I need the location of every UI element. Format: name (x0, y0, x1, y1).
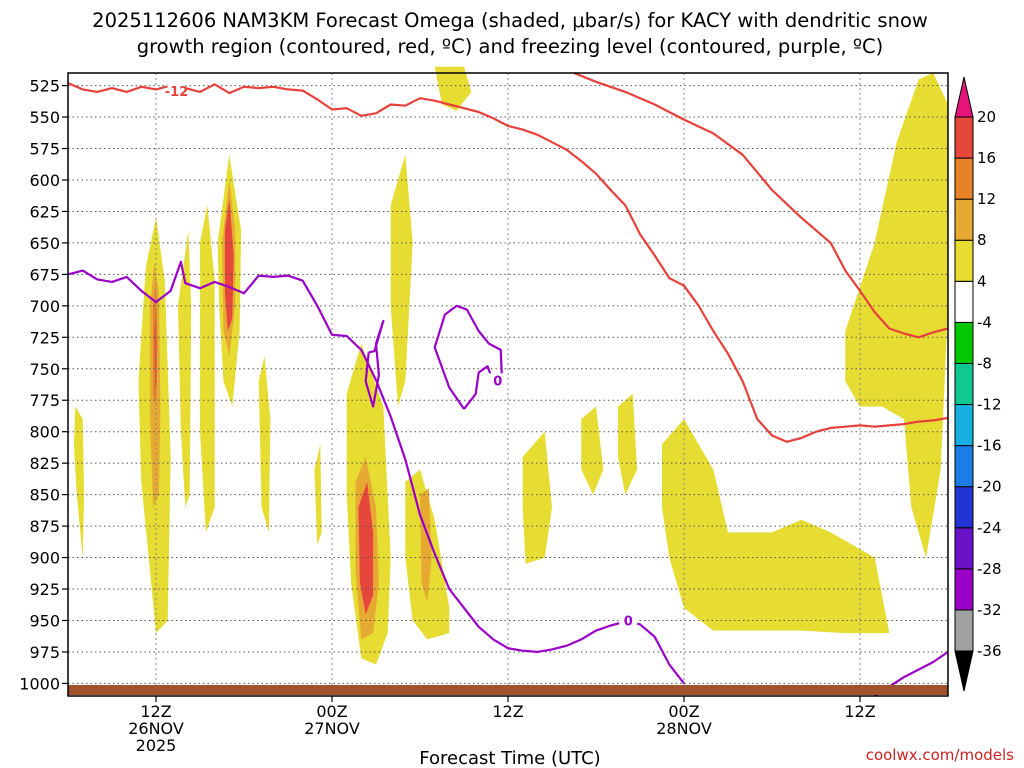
y-tick-label-650: 650 (29, 234, 60, 253)
y-tick-label-550: 550 (29, 108, 60, 127)
colorbar-label-2: -28 (977, 560, 1002, 578)
y-tick-label-525: 525 (29, 77, 60, 96)
omega-region-14 (358, 482, 374, 615)
contour-label-2: 0 (624, 615, 633, 630)
colorbar-label-7: -8 (977, 354, 992, 372)
y-tick-label-700: 700 (29, 297, 60, 316)
colorbar-label-0: -36 (977, 642, 1002, 660)
colorbar-bin-2 (954, 527, 974, 570)
contour-label-bg-0 (167, 83, 186, 98)
x-tick-label-30-1: 12Z (492, 702, 523, 721)
chart-title-line1: 2025112606 NAM3KM Forecast Omega (shaded… (92, 9, 928, 32)
colorbar-bin-10 (954, 198, 974, 241)
y-tick-label-850: 850 (29, 486, 60, 505)
colorbar-label-5: -16 (977, 437, 1002, 455)
colorbar-label-6: -12 (977, 396, 1002, 414)
omega-region-15 (390, 154, 413, 407)
colorbar-label-1: -32 (977, 601, 1002, 619)
colorbar-min-arrow (954, 650, 974, 692)
x-tick-label-6-2: 26NOV (128, 719, 184, 738)
x-tick-label-18-2: 27NOV (304, 719, 360, 738)
y-tick-label-750: 750 (29, 360, 60, 379)
y-tick-label-950: 950 (29, 611, 60, 630)
colorbar-max-arrow (954, 76, 974, 118)
omega-region-21 (618, 393, 638, 495)
gridlines (68, 73, 948, 696)
y-tick-label-800: 800 (29, 423, 60, 442)
colorbar-label-9: 4 (977, 272, 987, 290)
colorbar-label-8: -4 (977, 313, 992, 331)
contour-label-bg-4 (488, 373, 507, 388)
omega-shading-layer (73, 66, 948, 665)
omega-region-18 (434, 66, 472, 111)
contour-label-bg-2 (619, 613, 638, 628)
y-tick-label-725: 725 (29, 328, 60, 347)
x-tick-label-54-1: 12Z (844, 702, 875, 721)
colorbar-bin-8 (954, 280, 974, 323)
y-tick-label-675: 675 (29, 265, 60, 284)
colorbar-bin-3 (954, 486, 974, 529)
y-tick-label-625: 625 (29, 202, 60, 221)
omega-region-0 (73, 406, 85, 558)
contour-label-4: 0 (493, 374, 502, 389)
contour-1 (573, 71, 949, 339)
y-tick-label-875: 875 (29, 517, 60, 536)
x-tick-label-18-1: 00Z (316, 702, 347, 721)
omega-region-23 (845, 73, 948, 558)
omega-region-19 (522, 431, 552, 564)
colorbar-bin-0 (954, 609, 974, 652)
contour-lines-layer: -12 0 0 (67, 71, 949, 697)
colorbar-bin-5 (954, 404, 974, 447)
colorbar-label-13: 20 (977, 108, 996, 126)
x-axis-title: Forecast Time (UTC) (419, 748, 600, 768)
x-tick-label-6-3: 2025 (136, 736, 177, 755)
colorbar-label-10: 8 (977, 231, 987, 249)
y-tick-label-975: 975 (29, 643, 60, 662)
y-tick-label-600: 600 (29, 171, 60, 190)
contour-4 (433, 304, 504, 410)
colorbar: -36 -32 -28 -24 -20 -16 -12 -8 -4 4 8 12 16 20 (954, 76, 1002, 692)
y-tick-label-575: 575 (29, 140, 60, 159)
colorbar-bin-9 (954, 239, 974, 282)
y-tick-label-900: 900 (29, 549, 60, 568)
contour-3 (364, 319, 385, 408)
colorbar-label-4: -20 (977, 478, 1002, 496)
omega-region-17 (420, 488, 432, 602)
axes: 525 550 575 600 625 650 675 700 725 750 775 800 825 8… (19, 77, 875, 755)
contour-0 (67, 82, 949, 443)
contour-2 (67, 260, 685, 685)
ground-surface (68, 685, 948, 695)
colorbar-label-12: 16 (977, 149, 996, 167)
y-tick-label-825: 825 (29, 454, 60, 473)
credit-text: coolwx.com/models (866, 746, 1014, 764)
y-tick-label-925: 925 (29, 580, 60, 599)
colorbar-bin-1 (954, 568, 974, 611)
x-tick-label-6-1: 12Z (140, 702, 171, 721)
colorbar-bin-12 (954, 116, 974, 159)
omega-region-9 (224, 198, 234, 331)
colorbar-label-3: -24 (977, 519, 1002, 537)
y-tick-label-775: 775 (29, 391, 60, 410)
omega-region-20 (581, 406, 604, 495)
contour-label-0: -12 (165, 85, 189, 100)
colorbar-label-11: 12 (977, 190, 996, 208)
x-tick-label-42-1: 00Z (668, 702, 699, 721)
omega-region-22 (662, 419, 890, 634)
colorbar-bin-11 (954, 157, 974, 200)
colorbar-bin-7 (954, 321, 974, 364)
omega-region-5 (178, 230, 192, 508)
colorbar-bin-6 (954, 362, 974, 406)
omega-region-11 (314, 444, 322, 545)
y-tick-label-1000: 1000 (19, 674, 60, 693)
colorbar-bin-4 (954, 445, 974, 488)
x-tick-label-42-2: 28NOV (656, 719, 712, 738)
chart-title-line2: growth region (contoured, red, ºC) and f… (137, 35, 884, 58)
